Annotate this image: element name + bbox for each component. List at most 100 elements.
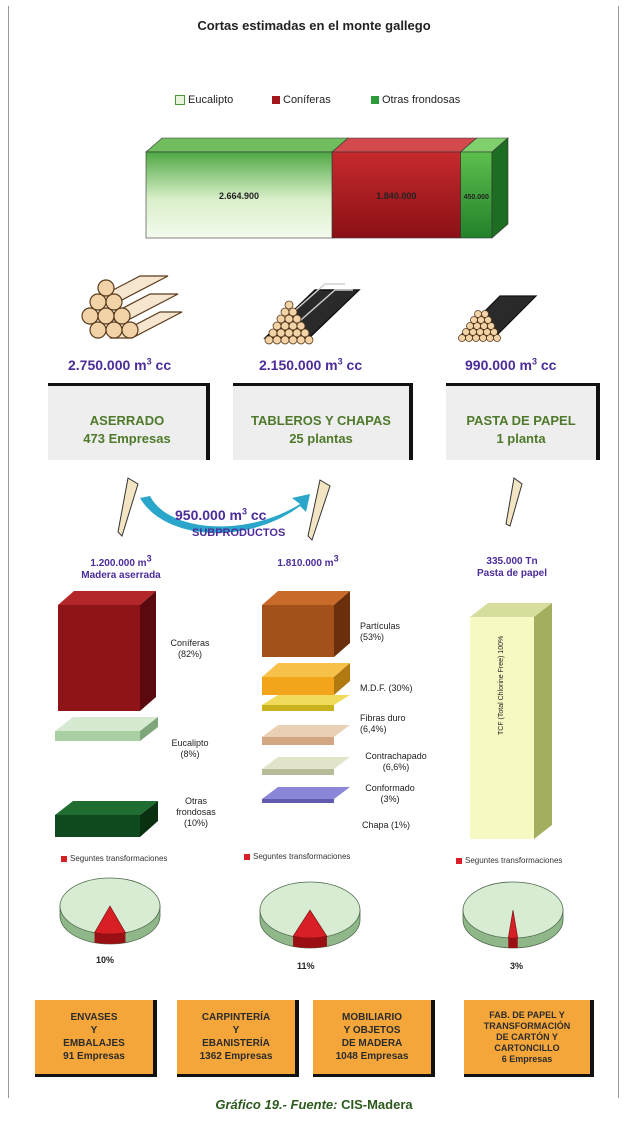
subproducts-arrow-icon <box>140 494 310 533</box>
breakdown-label-eucalipto: Eucalipto (8%) <box>160 738 220 760</box>
breakdown-label-chapa: Chapa (1%) <box>362 820 411 830</box>
industry-box-envases: ENVASES Y EMBALAJES 91 Empresas <box>35 1000 157 1077</box>
block-tableros-fibras-duro <box>262 695 350 711</box>
breakdown-pct-contrachapado: (6,6%) <box>382 762 410 772</box>
industry-box-papel: FAB. DE PAPEL Y TRANSFORMACIÓN DE CARTÓN… <box>464 1000 594 1077</box>
breakdown-name-conformado: Conformado <box>365 783 415 793</box>
breakdown-pct-conformado: (3%) <box>380 794 400 804</box>
breakdown-label-mdf: M.D.F. (30%) <box>360 683 413 693</box>
breakdown-label-tcf: TCF (Total Chlorine Free) 100% <box>498 635 505 735</box>
sector-name-aserrado: ASERRADO <box>89 413 165 428</box>
bar-label-otras-frondosas: 450.000 <box>464 194 489 201</box>
breakdown-pct-fibras: (6,4%) <box>360 724 387 734</box>
volume-aserrado-unit: cc <box>155 357 172 373</box>
product-tableros: 1.810.000 m3 <box>258 554 358 570</box>
product-pasta: 335.000 Tn Pasta de papel <box>462 556 562 580</box>
industry-carpinteria-companies: 1362 Empresas <box>199 1051 273 1062</box>
bar-segment-coniferas <box>331 151 461 239</box>
volume-tableros-exponent: 3 <box>337 356 343 367</box>
block-tableros-conformado <box>262 757 350 775</box>
product-tableros-exponent: 3 <box>333 553 339 564</box>
subproducts-volume-unit: cc <box>250 507 267 523</box>
volume-pasta: 990.000 m3 cc <box>465 356 557 373</box>
breakdown-label-conformado: Conformado (3%) <box>360 783 420 805</box>
industry-mobiliario-line-2: Y OBJETOS <box>343 1025 401 1036</box>
legend-label-coniferas: Coníferas <box>283 94 331 106</box>
block-pasta-tcf <box>470 603 552 839</box>
breakdown-pct-coniferas: (82%) <box>177 649 202 659</box>
secondary-swatch-pasta <box>456 857 462 864</box>
industry-papel-line-1: FAB. DE PAPEL Y <box>489 1009 565 1020</box>
wedge-icon-pasta <box>505 477 523 527</box>
pie-pct-aserrado: 10% <box>96 955 115 965</box>
industry-mobiliario-line-3: DE MADERA <box>341 1038 403 1049</box>
industry-carpinteria-line-3: EBANISTERÍA <box>202 1038 270 1049</box>
subproducts-volume-exponent: 3 <box>241 506 247 517</box>
secondary-swatch-tableros <box>244 853 250 860</box>
product-aserrado: 1.200.000 m3 Madera aserrada <box>66 554 176 582</box>
page-title: Cortas estimadas en el monte gallego <box>197 18 431 33</box>
block-aserrado-otras <box>55 801 158 837</box>
legend-label-otras-frondosas: Otras frondosas <box>382 94 461 106</box>
volume-tableros-value: 2.150.000 <box>259 357 322 373</box>
breakdown-blocks <box>55 591 552 839</box>
stacked-bar-chart: 2.664.900 1.840.000 450.000 <box>145 137 509 239</box>
secondary-swatch-aserrado <box>61 855 67 862</box>
pie-slice-side-tableros <box>293 936 327 948</box>
block-tableros-chapa <box>262 787 350 803</box>
industry-envases-line-3: EMBALAJES <box>63 1038 125 1049</box>
volume-aserrado-value: 2.750.000 <box>68 357 131 373</box>
breakdown-pct-otras: (10%) <box>183 818 208 828</box>
caption-source-word: Fuente: <box>290 1097 338 1112</box>
volume-aserrado-exponent: 3 <box>146 356 152 367</box>
legend-swatch-otras-frondosas <box>371 96 379 104</box>
volume-pasta-value: 990.000 <box>465 357 516 373</box>
volume-pasta-unit: cc <box>540 357 557 373</box>
block-tableros-particulas <box>262 591 350 657</box>
volume-pasta-exponent: 3 <box>531 356 537 367</box>
industry-envases-companies: 91 Empresas <box>63 1051 125 1062</box>
legend-swatch-eucalipto <box>175 95 185 105</box>
sector-box-aserrado: ASERRADO 473 Empresas <box>48 383 210 460</box>
bar-label-coniferas: 1.840.000 <box>376 191 416 201</box>
breakdown-label-fibras: Fibras duro (6,4%) <box>360 713 420 735</box>
pie-slice-secondary-pasta <box>507 909 519 939</box>
breakdown-name-fibras: Fibras duro <box>360 713 406 723</box>
sector-box-tableros: TABLEROS Y CHAPAS 25 plantas <box>233 383 413 460</box>
block-aserrado-eucalipto <box>55 717 158 741</box>
secondary-legend-pasta: Seguntes transformaciones <box>456 856 562 865</box>
flow-wedges <box>117 477 523 541</box>
sector-box-pasta: PASTA DE PAPEL 1 planta <box>446 383 600 460</box>
wood-pile-icon-tableros <box>263 283 361 345</box>
wedge-icon-aserrado <box>117 477 139 537</box>
subproducts-volume: 950.000 m3 cc <box>175 506 267 523</box>
caption-label: Gráfico 19.- <box>215 1097 287 1112</box>
secondary-legend-tableros: Seguntes transformaciones <box>244 852 350 861</box>
product-pasta-name: Pasta de papel <box>476 568 548 579</box>
pie-slice-side-pasta <box>508 937 518 948</box>
caption-source: CIS-Madera <box>341 1097 413 1112</box>
pie-slice-side-aserrado <box>94 932 126 944</box>
sector-plants-tableros: 25 plantas <box>289 431 353 446</box>
product-pasta-volume: 335.000 Tn <box>486 556 538 567</box>
bar-top-coniferas <box>331 137 478 153</box>
industry-carpinteria-line-1: CARPINTERÍA <box>201 1012 271 1023</box>
sector-name-pasta: PASTA DE PAPEL <box>466 413 576 428</box>
bar-segment-otras-frondosas <box>460 151 493 239</box>
industry-envases-line-2: Y <box>90 1025 98 1036</box>
sector-name-tableros: TABLEROS Y CHAPAS <box>251 413 391 428</box>
volume-tableros-unit: cc <box>346 357 363 373</box>
industry-papel-companies: 6 Empresas <box>501 1053 553 1064</box>
block-tableros-mdf <box>262 663 350 695</box>
product-aserrado-exponent: 3 <box>146 553 152 564</box>
secondary-label-pasta: Seguntes transformaciones <box>465 856 563 865</box>
industry-papel-line-4: CARTONCILLO <box>494 1042 560 1053</box>
bar-segment-eucalipto <box>145 151 333 239</box>
breakdown-label-otras: Otras frondosas (10%) <box>166 796 226 829</box>
breakdown-pct-eucalipto: (8%) <box>180 749 200 759</box>
industry-envases-line-1: ENVASES <box>70 1012 118 1023</box>
page-frame <box>8 6 619 1098</box>
breakdown-label-particulas: Partículas (53%) <box>360 621 420 643</box>
breakdown-name-contrachapado: Contrachapado <box>365 751 427 761</box>
